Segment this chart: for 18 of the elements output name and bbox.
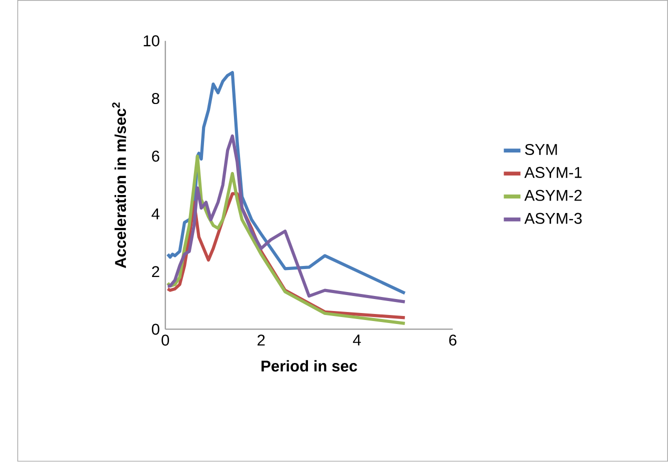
y-tick-label: 10 (144, 35, 160, 47)
y-tick-label: 6 (152, 150, 160, 162)
x-tick-label: 6 (449, 334, 456, 346)
y-tick-label: 8 (152, 93, 160, 104)
y-tick-label: 4 (152, 208, 160, 220)
legend-label: ASYM-3 (524, 213, 582, 224)
legend-label: ASYM-1 (524, 167, 582, 178)
legend-label: ASYM-2 (524, 190, 582, 202)
y-tick-label: 2 (152, 266, 160, 278)
x-axis-title: Period in sec (262, 360, 358, 372)
y-axis-title: Acceleration in m/sec$^{2}$ (112, 102, 126, 268)
legend-label: SYM (525, 144, 557, 156)
x-tick-label: 0 (162, 334, 170, 346)
y-tick-label: 0 (152, 324, 160, 335)
line-series (166, 154, 406, 326)
x-tick-label: 4 (352, 334, 361, 346)
x-tick-label: 2 (258, 334, 265, 346)
line-series (166, 134, 406, 304)
